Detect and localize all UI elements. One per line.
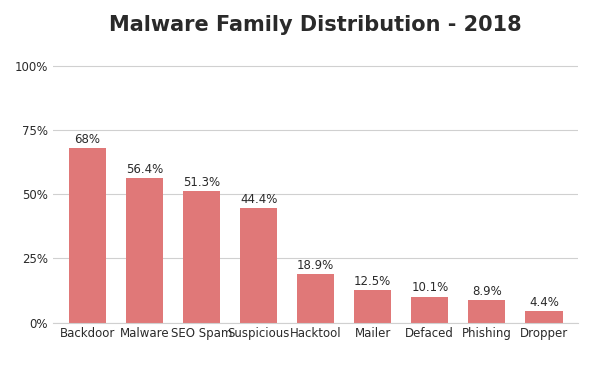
Text: 51.3%: 51.3% — [183, 176, 220, 189]
Title: Malware Family Distribution - 2018: Malware Family Distribution - 2018 — [109, 15, 522, 35]
Bar — [297, 274, 334, 322]
Text: 8.9%: 8.9% — [472, 285, 501, 298]
Bar — [526, 311, 562, 322]
Text: 56.4%: 56.4% — [126, 162, 163, 176]
Bar — [354, 290, 391, 322]
Text: 4.4%: 4.4% — [529, 296, 559, 309]
Bar — [411, 297, 448, 322]
Bar — [468, 300, 506, 322]
Text: 10.1%: 10.1% — [411, 282, 448, 294]
Text: 68%: 68% — [74, 133, 100, 146]
Text: 44.4%: 44.4% — [240, 194, 277, 206]
Text: 12.5%: 12.5% — [354, 275, 391, 288]
Bar — [183, 191, 220, 322]
Text: 18.9%: 18.9% — [297, 259, 335, 272]
Bar — [69, 148, 106, 322]
Bar — [126, 178, 163, 322]
Bar — [240, 209, 277, 322]
